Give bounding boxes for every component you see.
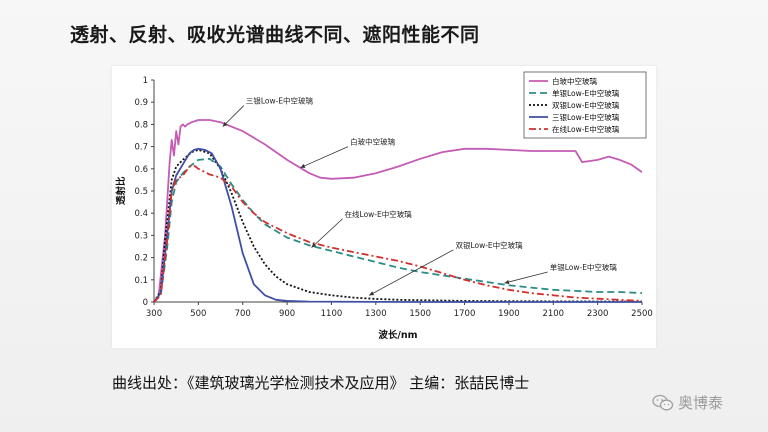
legend-label: 白玻中空玻璃 [552,76,597,86]
annotation-label: 双银Low-E中空玻璃 [455,240,523,250]
annotation-arrow [504,271,548,284]
annotation-arrow [300,146,349,169]
y-tick-label: 0.5 [134,187,148,197]
series-line-1 [153,119,643,303]
y-axis-title: 透射比 [115,176,127,205]
y-tick-label: 0.9 [134,98,148,108]
annotation-arrowhead [300,163,306,168]
y-tick-label: 0.2 [134,254,148,264]
legend-label: 三银Low-E中空玻璃 [552,112,620,122]
x-tick-label: 1100 [321,309,343,319]
x-tick-label: 2100 [542,309,564,319]
annotation-arrow [222,105,245,127]
series-line-2 [153,157,643,303]
x-tick-label: 1300 [365,309,387,319]
chart-panel: 0 0.1 0.2 0.3 0.4 0.5 0.6 0.7 0.8 0.9 1 300 500 700 90… [112,66,656,348]
y-tick-label: 0.6 [134,165,148,175]
x-axis-title: 波长/nm [378,329,417,341]
slide-title: 透射、反射、吸收光谱曲线不同、遮阳性能不同 [70,24,480,46]
chart-legend: 白玻中空玻璃单银Low-E中空玻璃双银Low-E中空玻璃三银Low-E中空玻璃在… [523,71,647,139]
x-tick-label: 2300 [587,309,609,319]
annotation-label: 三银Low-E中空玻璃 [246,96,314,106]
source-caption: 曲线出处：《建筑玻璃光学检测技术及应用》 主编：张喆民博士 [112,374,530,392]
series-line-4 [153,147,642,303]
annotation-label: 白玻中空玻璃 [350,137,395,147]
y-tick-label: 0.3 [134,231,148,241]
annotation-label: 在线Low-E中空玻璃 [345,209,413,219]
x-tick-label: 1900 [498,309,520,319]
y-tick-label: 0.7 [134,143,148,153]
annotation-label: 单银Low-E中空玻璃 [550,262,618,272]
watermark: 奥博泰 [652,392,723,413]
y-tick-label: 0 [143,298,148,308]
annotation-arrowhead [369,291,375,296]
watermark-text: 奥博泰 [678,394,724,412]
annotation-arrowhead [311,242,317,248]
x-tick-label: 700 [235,309,251,319]
y-tick-label: 0.4 [134,209,148,219]
series-line-5 [153,164,643,303]
y-tick-label: 1 [143,76,148,86]
x-tick-label: 2500 [631,309,653,319]
x-tick-label: 500 [190,309,206,319]
y-tick-label: 0.8 [134,120,148,130]
annotation-arrowhead [222,121,228,127]
x-tick-label: 900 [279,309,295,319]
x-tick-label: 300 [146,309,162,319]
annotation-arrow [368,249,454,296]
annotation-arrowhead [504,279,510,285]
legend-label: 在线Low-E中空玻璃 [552,124,620,134]
series-line-3 [153,149,643,303]
legend-label: 双银Low-E中空玻璃 [552,100,620,110]
x-tick-label: 1700 [454,309,476,319]
y-tick-label: 0.1 [134,276,148,286]
annotation-arrow [311,218,343,248]
legend-box [523,71,647,139]
legend-label: 单银Low-E中空玻璃 [552,88,620,98]
chart-annotations: 三银Low-E中空玻璃白玻中空玻璃在线Low-E中空玻璃双银Low-E中空玻璃单… [222,96,618,296]
x-tick-label: 1500 [409,309,431,319]
wechat-icon [652,394,674,410]
chart-series-group [153,119,643,303]
